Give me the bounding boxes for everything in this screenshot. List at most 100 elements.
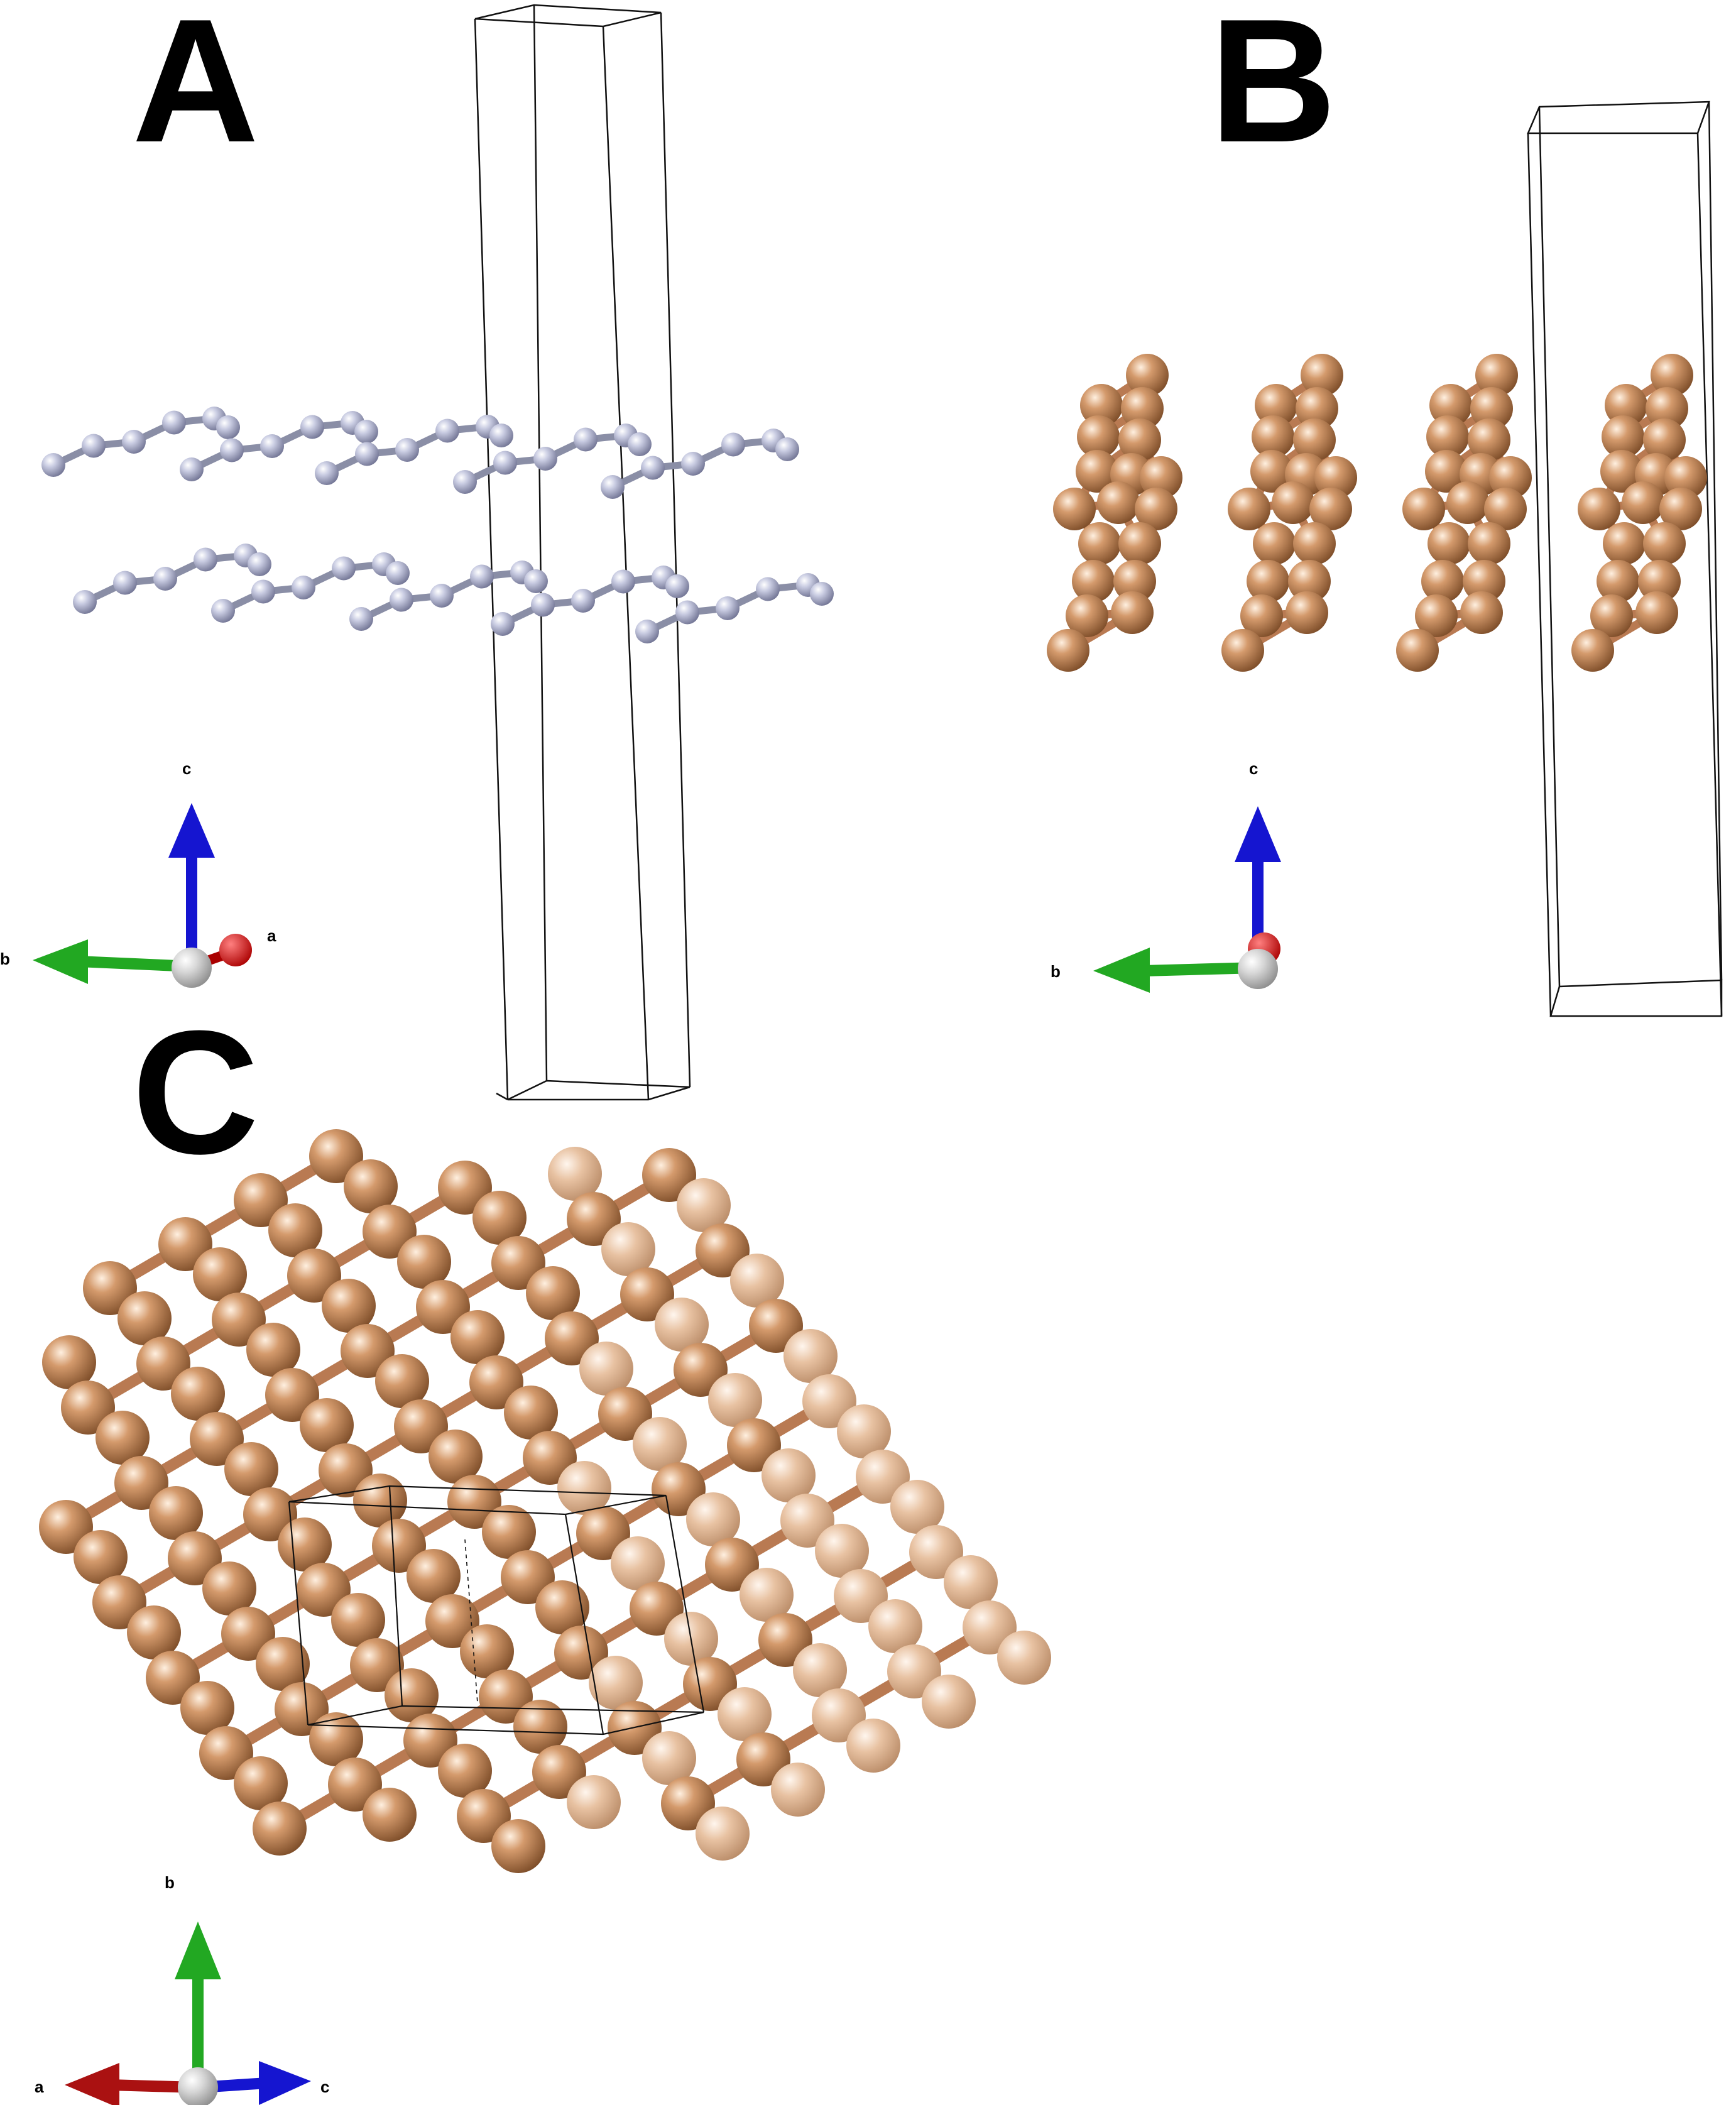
atom <box>1578 488 1620 530</box>
atom <box>194 547 217 572</box>
panel-a-unit-cell <box>474 4 691 1101</box>
atom <box>397 1235 451 1289</box>
atom <box>162 410 186 435</box>
panel-a-label: A <box>132 0 259 179</box>
atom <box>579 1342 633 1396</box>
atom <box>73 590 97 614</box>
atom <box>1240 594 1283 637</box>
atom <box>344 1159 398 1213</box>
atom <box>260 434 284 458</box>
atom <box>216 415 240 439</box>
atom <box>149 1486 203 1540</box>
atom <box>117 1291 172 1345</box>
atom <box>491 612 515 636</box>
atom <box>1053 488 1096 530</box>
panel-a-axes: c b a <box>0 759 276 988</box>
atom <box>655 1298 709 1352</box>
panel-b-atom-blocks <box>1047 354 1707 672</box>
atom <box>211 599 235 623</box>
atom <box>1659 488 1702 530</box>
axis-c-arrowhead <box>259 2061 311 2105</box>
atom <box>677 1178 731 1232</box>
atom <box>1605 384 1647 427</box>
panel-b-axes: c b <box>1051 759 1281 993</box>
atom <box>1463 560 1505 603</box>
atom <box>470 564 494 589</box>
atom <box>815 1524 869 1578</box>
atom <box>681 452 705 476</box>
atom <box>1597 560 1639 603</box>
atom <box>504 1386 558 1440</box>
atom <box>642 1731 696 1785</box>
axis-c-label: c <box>1249 759 1258 778</box>
atom <box>716 596 740 620</box>
atom <box>533 447 557 471</box>
atom <box>315 461 339 485</box>
atom <box>810 582 834 606</box>
atom <box>1118 522 1161 565</box>
atom <box>762 1448 816 1502</box>
atom <box>1252 415 1294 458</box>
axis-origin <box>178 2067 218 2105</box>
atom <box>300 1398 354 1452</box>
atom-block <box>1571 354 1707 672</box>
atom <box>1638 560 1681 603</box>
atom <box>1221 629 1264 672</box>
atom <box>234 1756 288 1810</box>
atom <box>1428 522 1470 565</box>
atom <box>453 470 477 494</box>
atom <box>113 571 137 595</box>
atom <box>491 1819 545 1873</box>
atom <box>1097 481 1140 524</box>
panel-a: A c b a <box>0 0 834 1101</box>
atom <box>1250 450 1293 493</box>
atom <box>153 567 177 591</box>
atom <box>1080 384 1123 427</box>
axis-c-label: c <box>320 2077 329 2096</box>
panel-a-atom-chains <box>41 407 834 643</box>
atom <box>385 1668 439 1722</box>
axis-a-arrowhead <box>65 2063 119 2105</box>
atom <box>355 442 379 466</box>
atom <box>1622 481 1664 524</box>
atom <box>837 1404 891 1458</box>
atom <box>1446 481 1489 524</box>
axis-origin <box>1238 949 1278 989</box>
atom <box>450 1310 505 1364</box>
axis-a-arrowhead <box>219 934 252 966</box>
atom <box>756 577 780 601</box>
atom <box>1255 384 1297 427</box>
atom <box>890 1480 944 1534</box>
atom <box>1293 522 1336 565</box>
atom <box>332 556 356 581</box>
axis-b-arrowhead <box>33 939 88 984</box>
atom <box>526 1266 580 1320</box>
atom <box>783 1329 838 1383</box>
atom <box>1272 481 1314 524</box>
atom <box>1126 354 1169 396</box>
atom <box>628 432 652 456</box>
atom <box>1113 560 1156 603</box>
atom <box>1484 488 1527 530</box>
atom <box>1489 456 1532 499</box>
axis-c-arrowhead <box>168 803 215 858</box>
atom <box>1296 387 1338 430</box>
panel-c-lattice <box>39 1129 1051 1873</box>
atom <box>1072 560 1115 603</box>
panel-b: B c b <box>1047 0 1723 1017</box>
atom <box>567 1775 621 1829</box>
atom <box>611 1536 665 1590</box>
atom <box>730 1254 784 1308</box>
atom <box>513 1700 567 1754</box>
axis-c-label: c <box>182 759 191 778</box>
atom <box>548 1147 602 1201</box>
atom <box>375 1354 429 1408</box>
atom <box>1076 450 1118 493</box>
atom <box>846 1719 900 1773</box>
atom <box>1603 522 1646 565</box>
atom <box>1468 522 1510 565</box>
atom <box>1468 418 1510 461</box>
atom <box>395 438 419 462</box>
atom <box>1047 629 1089 672</box>
atom <box>1077 415 1120 458</box>
